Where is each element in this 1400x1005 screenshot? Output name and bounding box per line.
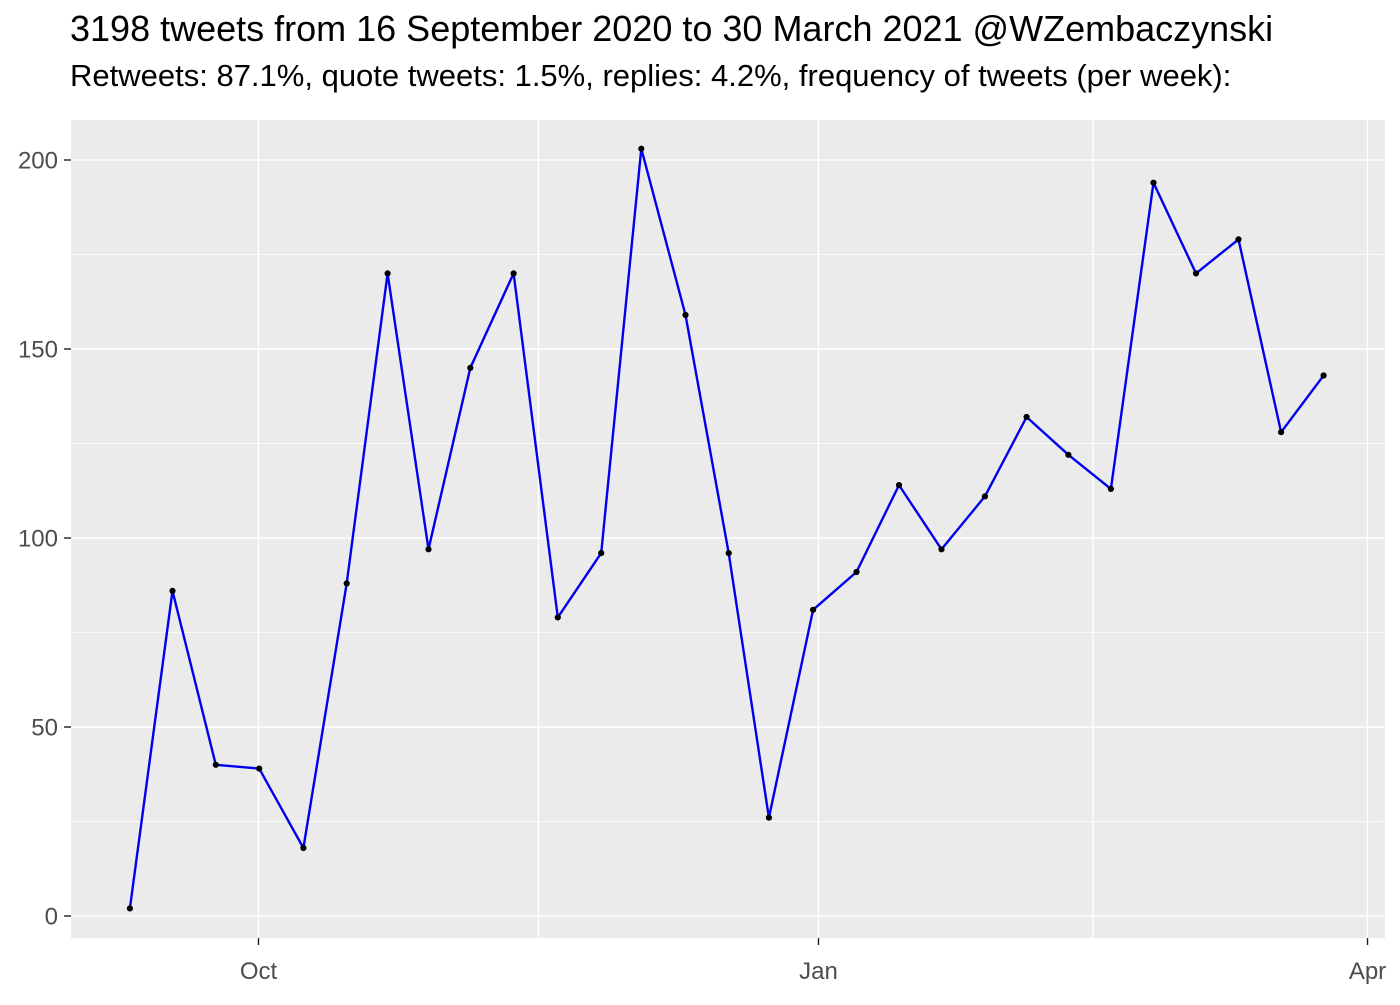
svg-text:100: 100 [18, 526, 58, 553]
svg-text:Oct: Oct [240, 958, 278, 985]
svg-text:Apr: Apr [1349, 958, 1386, 985]
svg-text:Jan: Jan [799, 958, 838, 985]
svg-text:150: 150 [18, 337, 58, 364]
svg-text:50: 50 [31, 715, 58, 742]
svg-text:0: 0 [45, 904, 58, 931]
svg-text:200: 200 [18, 148, 58, 175]
